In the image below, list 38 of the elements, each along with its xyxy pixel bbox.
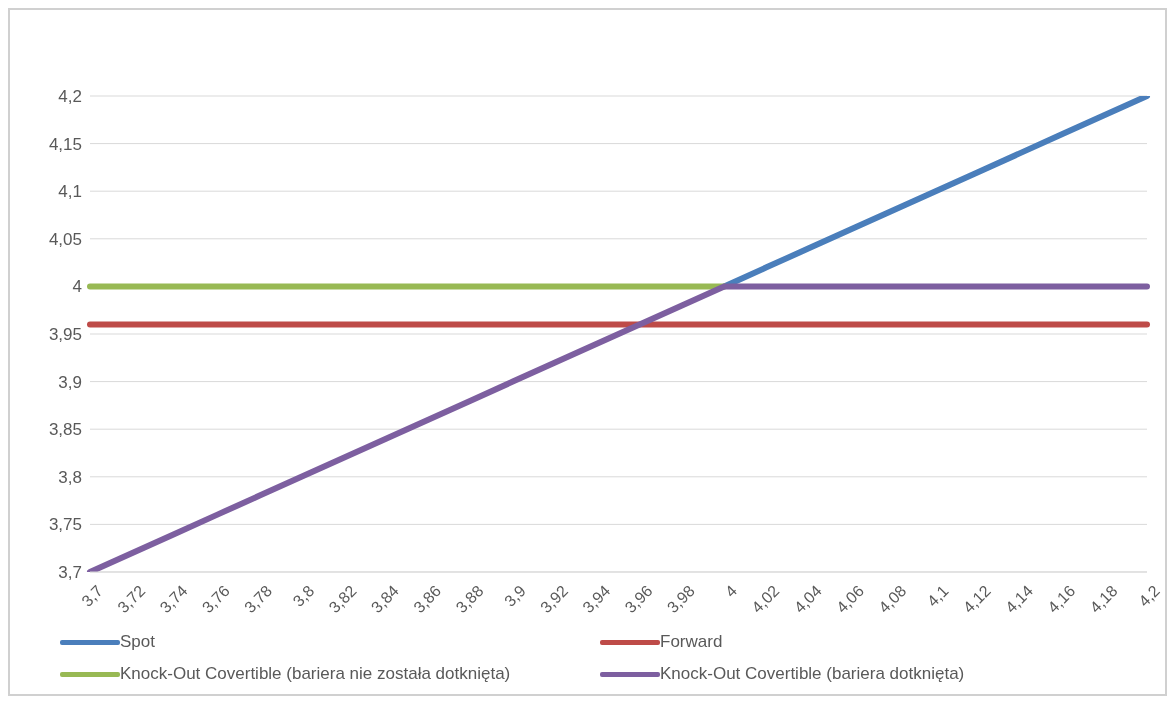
x-tick-label: 3,86 [410,581,445,617]
x-tick-label: 3,98 [663,581,699,617]
x-tick-label: 4,14 [1002,581,1037,617]
x-tick-label: 4 [721,581,741,601]
y-tick-label: 3,8 [58,467,82,487]
x-tick-label: 3,82 [325,581,360,617]
x-tick-label: 3,9 [501,581,529,610]
x-tick-label: 3,96 [621,581,656,617]
legend-label: Knock-Out Covertible (bariera nie została dotknięta) [120,664,511,684]
y-tick-label: 4,1 [58,182,82,202]
x-tick-label: 3,92 [537,581,572,617]
y-tick-label: 4,15 [48,134,82,154]
x-tick-label: 3,8 [289,581,318,610]
x-tick-label: 4,1 [923,581,952,610]
x-tick-label: 3,78 [241,581,276,617]
y-tick-label: 3,85 [48,420,82,440]
y-tick-label: 4,2 [58,87,82,107]
y-tick-label: 4,05 [48,229,82,249]
x-tick-label: 4,12 [959,581,994,617]
y-tick-label: 3,7 [58,563,82,583]
y-tick-label: 3,75 [48,515,82,535]
legend-label: Knock-Out Covertible (bariera dotknięta) [660,664,965,684]
x-tick-label: 4,18 [1086,581,1121,617]
x-tick-label: 4,2 [1135,581,1164,610]
y-tick-label: 3,95 [48,325,82,345]
y-tick-label: 4 [72,277,82,297]
x-tick-label: 4,02 [748,581,783,617]
x-tick-label: 3,7 [78,581,107,610]
y-tick-label: 3,9 [58,372,82,392]
legend-label: Forward [660,632,723,652]
x-tick-label: 4,08 [875,581,910,617]
x-tick-label: 4,16 [1044,581,1079,617]
x-tick-label: 3,72 [114,581,149,617]
x-tick-label: 4,04 [790,581,825,617]
legend-label: Spot [120,632,155,652]
x-tick-label: 4,06 [833,581,868,617]
x-tick-label: 3,76 [198,581,233,617]
x-tick-label: 3,88 [452,581,487,617]
